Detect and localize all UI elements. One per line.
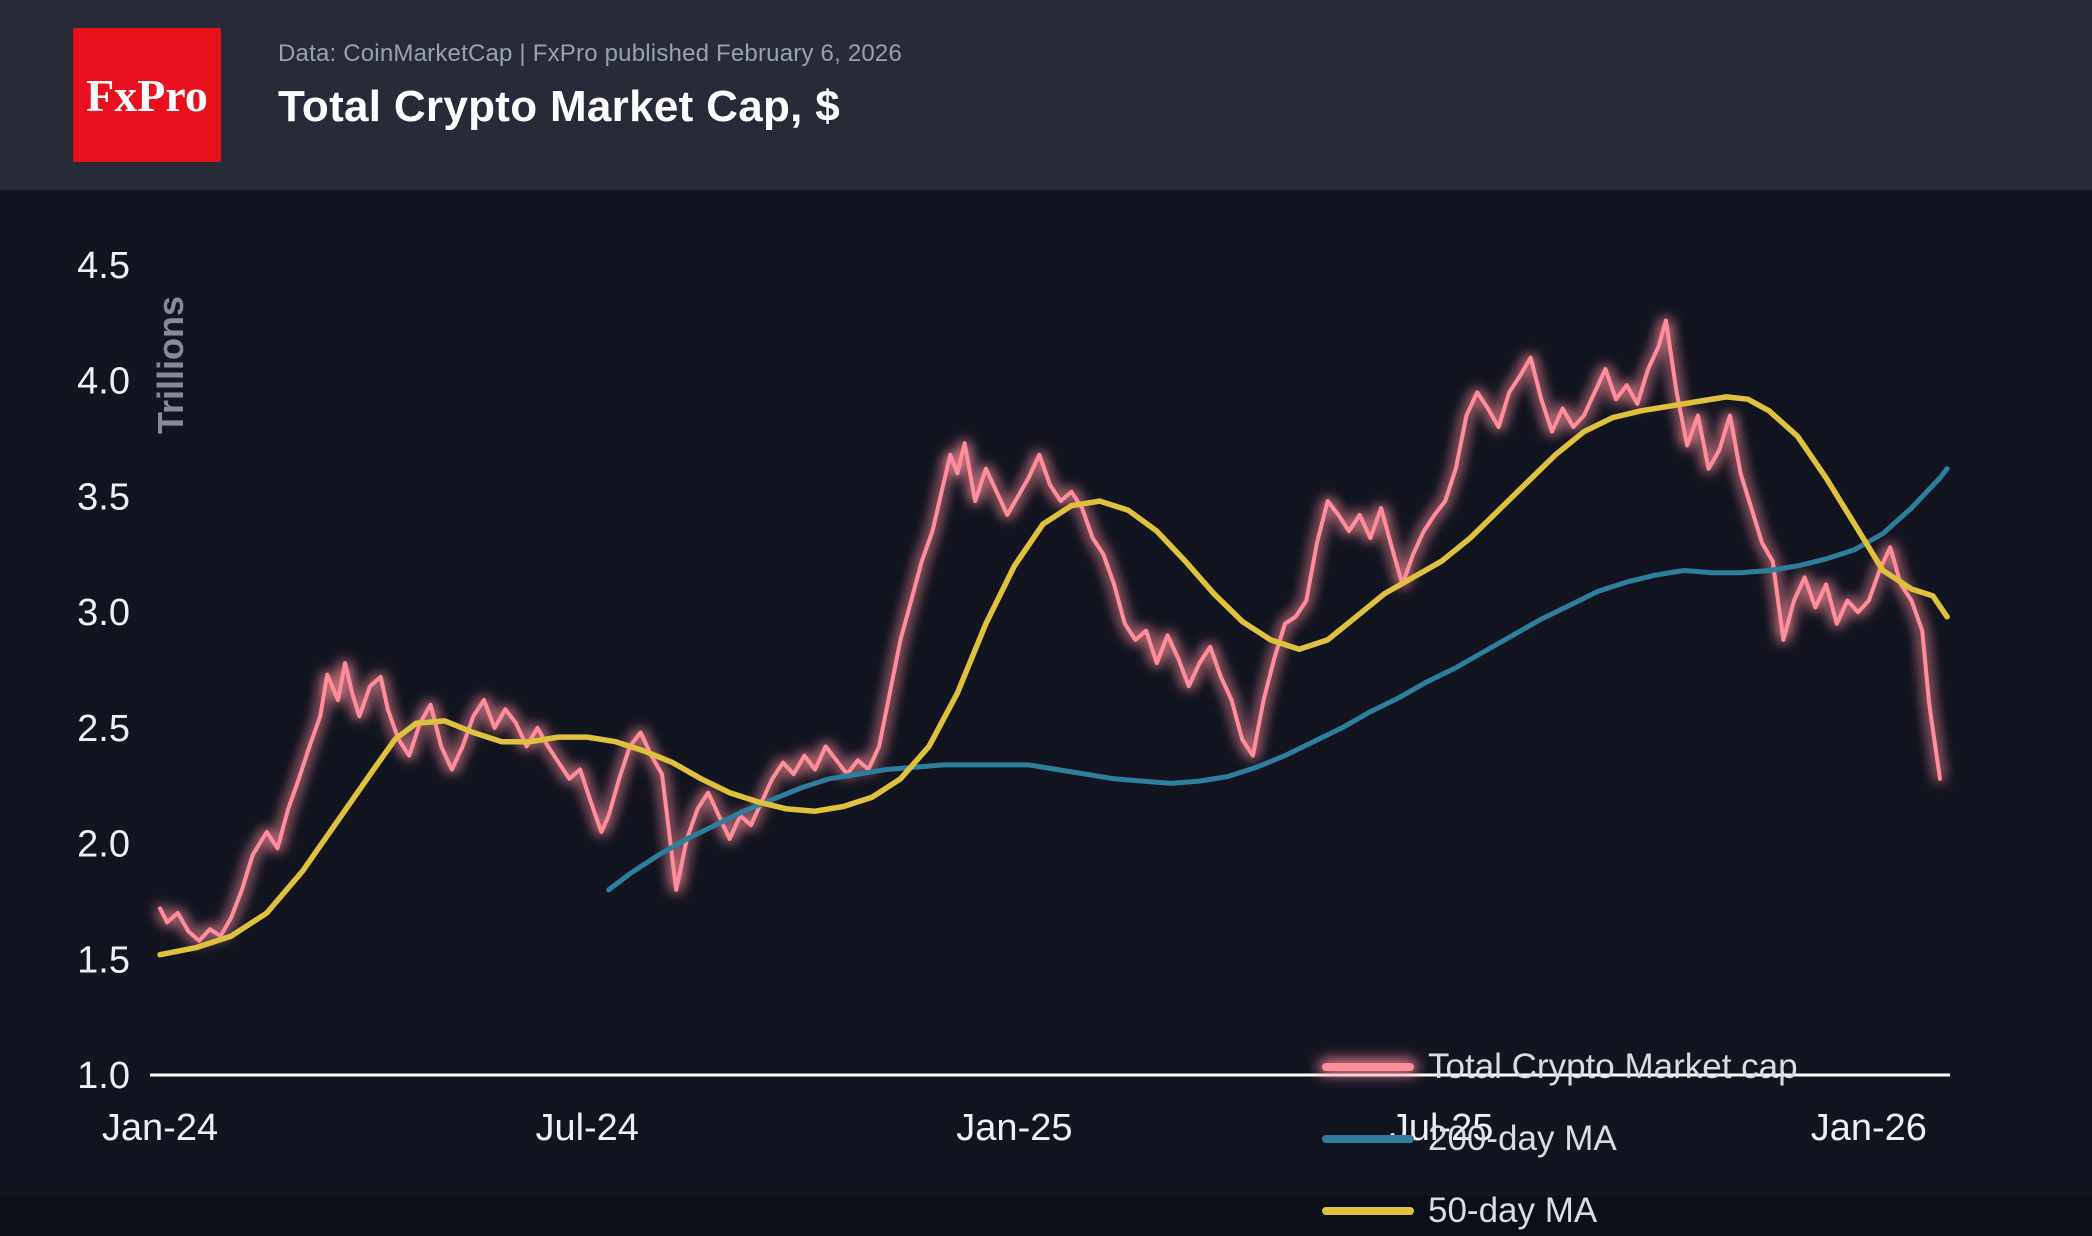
market-cap-line-swatch: [1322, 1063, 1414, 1071]
legend-label-50-day-ma: 50-day MA: [1428, 1191, 1598, 1230]
y-tick-label: 2.0: [77, 824, 130, 866]
legend-label-200-day-ma: 200-day MA: [1428, 1119, 1617, 1158]
page-title: Total Crypto Market Cap, $: [278, 82, 840, 131]
y-axis-label: Trillions: [150, 296, 191, 434]
y-tick-label: 2.5: [77, 708, 130, 750]
chart-area: Trillions 1.0 1.5 2.0 2.5 3.0 3.5 4.0 4.5 Jan-24…: [0, 190, 2092, 1230]
x-tick-label: Jul-24: [535, 1107, 639, 1149]
header-text-block: Data: CoinMarketCap | FxPro published Fe…: [278, 40, 902, 132]
fxpro-logo: FxPro: [73, 28, 221, 162]
chart-legend: Total Crypto Market cap 200-day MA 50-da…: [1322, 1042, 1798, 1236]
x-tick-label: Jan-24: [102, 1107, 218, 1149]
y-tick-label: 4.5: [77, 245, 130, 287]
x-tick-label: Jan-25: [956, 1107, 1072, 1149]
ma200-line-swatch: [1322, 1135, 1414, 1143]
series-line-50-day-ma: [157, 394, 1950, 958]
legend-item-market-cap: Total Crypto Market cap: [1322, 1042, 1798, 1092]
y-tick-label: 1.5: [77, 939, 130, 981]
y-tick-label: 4.0: [77, 361, 130, 403]
y-tick-label: 1.0: [77, 1055, 130, 1097]
series-line-total-crypto-market-cap: [158, 318, 1942, 943]
crypto-market-cap-chart: Trillions 1.0 1.5 2.0 2.5 3.0 3.5 4.0 4.5 Jan-24…: [77, 245, 1950, 1149]
legend-label-market-cap: Total Crypto Market cap: [1428, 1047, 1798, 1086]
series-line-200-day-ma: [606, 466, 1950, 893]
x-tick-label: Jan-26: [1811, 1107, 1927, 1149]
ma50-line-swatch: [1322, 1207, 1414, 1215]
y-tick-label: 3.0: [77, 592, 130, 634]
fxpro-logo-text: FxPro: [86, 69, 208, 121]
legend-item-50-day-ma: 50-day MA: [1322, 1186, 1798, 1236]
header-bar: FxPro Data: CoinMarketCap | FxPro publis…: [0, 0, 2092, 190]
source-line: Data: CoinMarketCap | FxPro published Fe…: [278, 40, 903, 67]
y-tick-label: 3.5: [77, 476, 130, 518]
legend-item-200-day-ma: 200-day MA: [1322, 1114, 1798, 1164]
